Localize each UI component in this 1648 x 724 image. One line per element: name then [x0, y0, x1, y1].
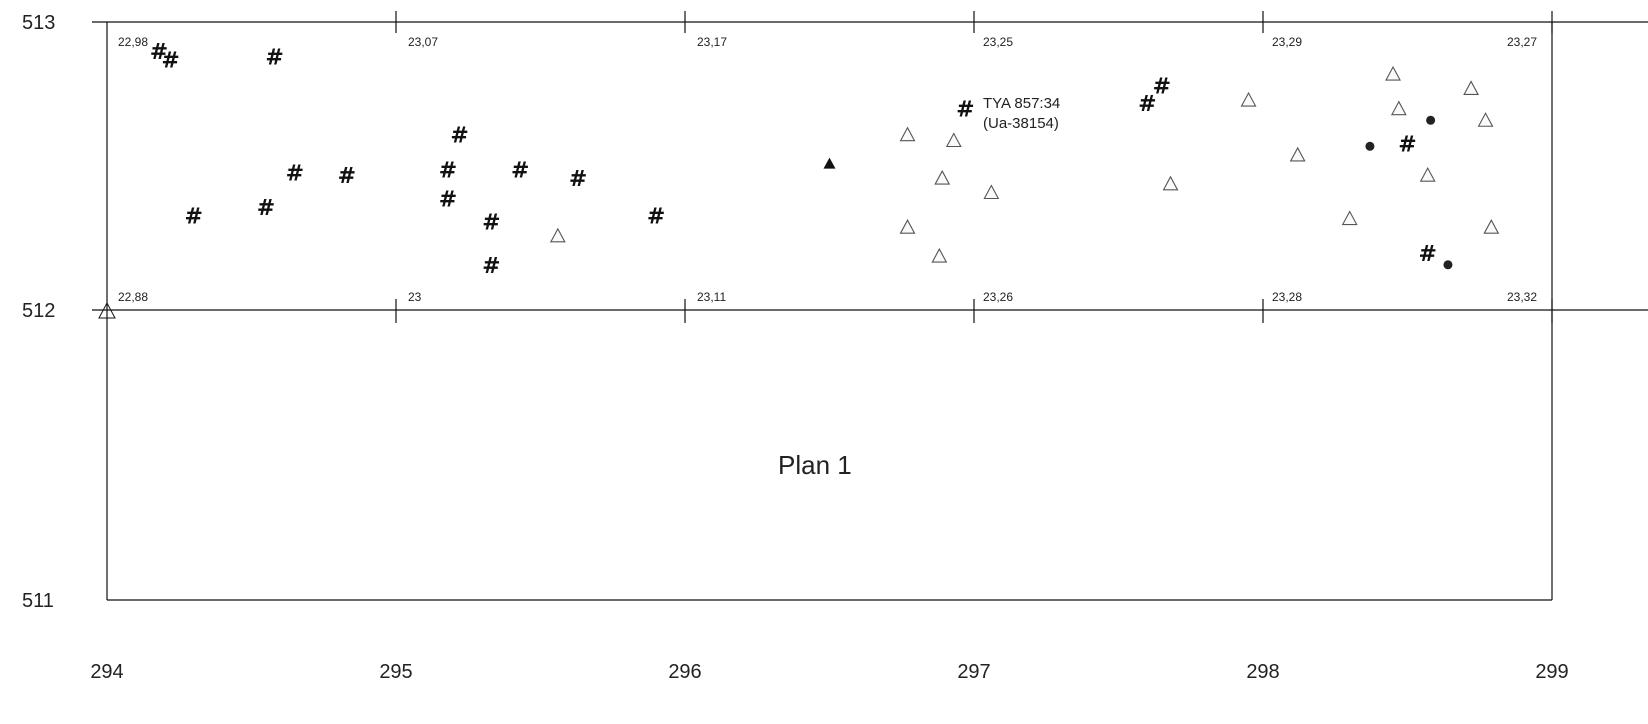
open-triangle-symbol	[934, 169, 951, 185]
y-tick-label: 512	[22, 300, 55, 322]
open-triangle-symbol	[899, 126, 916, 142]
hash-symbol: #	[161, 49, 179, 74]
filled-circle-symbol	[1365, 141, 1375, 151]
top-elevation-label: 23,27	[1507, 35, 1537, 49]
plan-frame	[92, 11, 1648, 601]
open-triangle-symbol	[983, 184, 1000, 200]
top-elevation-label: 23,25	[983, 35, 1013, 49]
filled-circle-symbol	[1426, 115, 1436, 125]
top-elevation-label: 23,07	[408, 35, 438, 49]
bottom-elevation-label: 23,11	[697, 290, 726, 304]
hash-symbol: #	[1398, 132, 1416, 157]
open-triangle-symbol	[1463, 80, 1480, 96]
hash-symbol: #	[647, 205, 665, 230]
hash-symbol: #	[338, 164, 356, 189]
open-triangle-symbol	[1390, 100, 1407, 116]
y-tick-label: 511	[22, 590, 54, 612]
hash-symbol: #	[184, 205, 202, 230]
open-triangle-symbol	[1162, 175, 1179, 191]
top-elevation-label: 23,29	[1272, 35, 1302, 49]
axis-labels: 294 295 296 297 298 299 513 512 511 22,98 23,07 23,…	[22, 12, 1569, 683]
bottom-elevation-label: 23,26	[983, 290, 1013, 304]
open-triangle-symbol	[1385, 65, 1401, 81]
origin-marker	[98, 301, 116, 319]
lab-code-label: (Ua-38154)	[983, 115, 1059, 132]
hash-symbol: #	[569, 167, 587, 192]
open-triangle-symbol	[1419, 167, 1436, 182]
filled-circle-symbol	[1443, 260, 1453, 270]
y-tick-label: 513	[22, 12, 55, 34]
open-triangle-symbol	[549, 227, 566, 243]
x-tick-label: 297	[957, 661, 990, 683]
bottom-elevation-label: 22,88	[118, 290, 148, 304]
top-elevation-label: 23,17	[697, 35, 727, 49]
open-triangle-symbol	[1289, 146, 1306, 162]
hash-symbol: #	[257, 196, 275, 221]
x-tick-label: 299	[1535, 661, 1568, 683]
filled-triangle-symbol	[823, 157, 836, 169]
hash-symbol: #	[439, 187, 457, 212]
x-tick-label: 296	[668, 661, 701, 683]
hash-symbol: #	[439, 158, 457, 183]
bottom-elevation-label: 23	[408, 290, 422, 304]
open-triangle-symbol	[1341, 210, 1358, 226]
hash-symbol: #	[286, 161, 304, 186]
sample-annotation: TYA 857:34 (Ua-38154)	[983, 95, 1060, 132]
find-symbols: ## ## ## ####### ### ####	[150, 40, 1500, 279]
hash-symbol: #	[1153, 75, 1171, 100]
bottom-elevation-label: 23,28	[1272, 290, 1302, 304]
open-triangle-symbol	[945, 132, 962, 148]
open-triangle-symbol	[931, 247, 948, 263]
open-triangle-symbol	[1477, 112, 1494, 127]
open-triangle-symbol	[1240, 91, 1257, 107]
x-tick-label: 294	[90, 661, 123, 683]
hash-symbol: #	[150, 40, 168, 65]
hash-symbol: #	[1419, 242, 1437, 267]
hash-symbol: #	[265, 46, 283, 71]
bottom-elevation-label: 23,32	[1507, 290, 1537, 304]
x-tick-label: 295	[379, 661, 412, 683]
open-triangle-symbol	[899, 219, 916, 234]
plan-title: Plan 1	[778, 450, 852, 480]
hash-symbol: #	[511, 158, 529, 183]
hash-symbol: #	[956, 98, 974, 123]
top-elevation-label: 22,98	[118, 35, 148, 49]
hash-symbol: #	[1138, 92, 1156, 117]
hash-symbol: #	[482, 254, 500, 279]
open-triangle-symbol	[1483, 219, 1500, 234]
hash-symbol: #	[450, 124, 468, 149]
sample-id-label: TYA 857:34	[983, 95, 1060, 112]
x-tick-label: 298	[1246, 661, 1279, 683]
hash-symbol: #	[482, 210, 500, 235]
